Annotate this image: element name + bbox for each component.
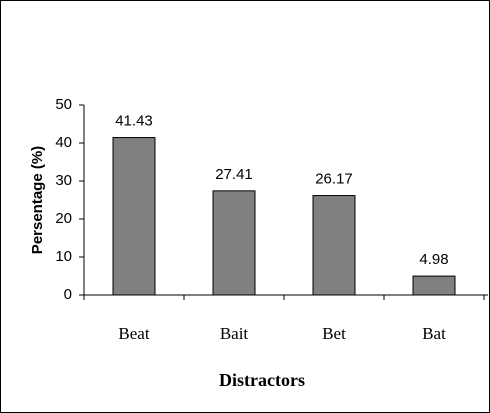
bar: [212, 190, 256, 296]
data-label: 41.43: [115, 113, 153, 130]
y-tick-label: 0: [64, 286, 72, 303]
data-label: 27.41: [215, 166, 253, 183]
y-axis-title: Persentage (%): [29, 146, 46, 254]
x-tick-label: Bait: [220, 324, 249, 343]
x-axis-title: Distractors: [219, 370, 305, 390]
y-tick-label: 20: [55, 210, 72, 227]
x-tick-label: Beat: [118, 324, 149, 343]
x-tick-label: Bet: [322, 324, 346, 343]
y-tick-label: 10: [55, 248, 72, 265]
bar: [312, 195, 356, 296]
y-tick-label: 40: [55, 134, 72, 151]
bar: [112, 137, 156, 296]
x-tick-label: Bat: [422, 324, 446, 343]
y-tick-label: 50: [55, 96, 72, 113]
bar: [412, 275, 456, 296]
data-label: 4.98: [419, 251, 448, 268]
data-label: 26.17: [315, 171, 353, 188]
y-tick-label: 30: [55, 172, 72, 189]
